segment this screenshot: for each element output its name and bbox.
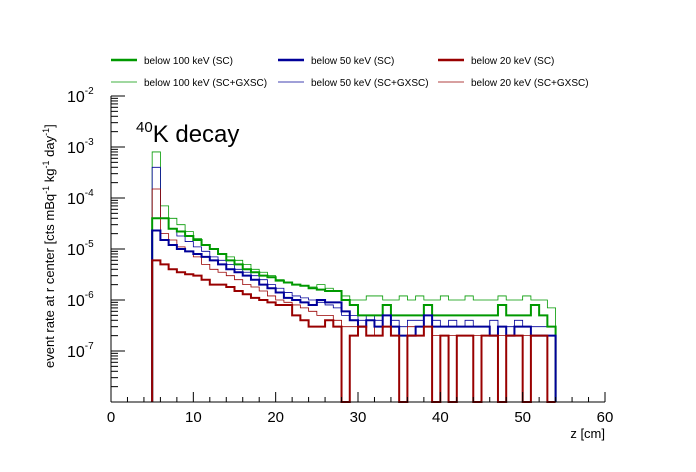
legend-label: below 100 keV (SC+GXSC): [144, 78, 267, 89]
x-tick-label: 30: [350, 409, 367, 426]
annotation-superscript: 40: [136, 119, 153, 136]
y-tick-label: 10-6: [67, 290, 94, 310]
legend-label: below 50 keV (SC+GXSC): [311, 78, 429, 89]
y-axis-label-part4: ]: [42, 124, 57, 128]
x-tick-label: 10: [185, 409, 202, 426]
x-tick-label: 50: [514, 409, 531, 426]
x-axis-label: z [cm]: [570, 426, 605, 441]
legend-label: below 20 keV (SC): [471, 56, 554, 67]
y-tick-label: 10-3: [67, 137, 94, 157]
legend-label: below 50 keV (SC): [311, 56, 394, 67]
y-tick-label: 10-2: [67, 86, 94, 106]
x-tick-label: 60: [597, 409, 614, 426]
chart-annotation: 40K decay: [136, 119, 239, 148]
series-below-100-kev-sc-line: [151, 217, 557, 402]
legend: below 100 keV (SC) below 50 keV (SC) below…: [111, 56, 589, 89]
y-axis-label: event rate at r center [cts mBq-1 kg-1 d…: [41, 124, 57, 368]
legend-label: below 100 keV (SC): [144, 56, 233, 67]
y-tick-label: 10-7: [67, 341, 94, 361]
y-axis-label-part2: kg: [42, 169, 57, 186]
y-axis-label-sup3: -1: [41, 128, 51, 136]
annotation-text: K decay: [153, 121, 240, 148]
x-tick-label: 40: [432, 409, 449, 426]
y-axis-label-sup2: -1: [41, 160, 51, 168]
series-below-100-kev-sc-gxsc-line: [151, 151, 556, 402]
y-axis-label-part3: day: [42, 135, 57, 160]
x-tick-label: 20: [267, 409, 284, 426]
series-below-20-kev-sc-line: [151, 259, 556, 403]
series-below-20-kev-sc-gxsc-line: [151, 188, 556, 402]
y-axis-label-sup1: -1: [41, 186, 51, 194]
axis-ticks: 0 10 20 30 40 50 60 10-7 10-6 10-5 10-4 10-3 10-2: [67, 86, 613, 426]
series-below-50-kev-sc-line: [151, 229, 557, 402]
series-layer: [151, 151, 557, 403]
legend-label: below 20 keV (SC+GXSC): [471, 78, 589, 89]
y-tick-label: 10-4: [67, 188, 94, 208]
x-tick-label: 0: [107, 409, 115, 426]
y-axis-label-part1: event rate at r center [cts mBq: [42, 194, 57, 368]
y-tick-label: 10-5: [67, 239, 94, 259]
